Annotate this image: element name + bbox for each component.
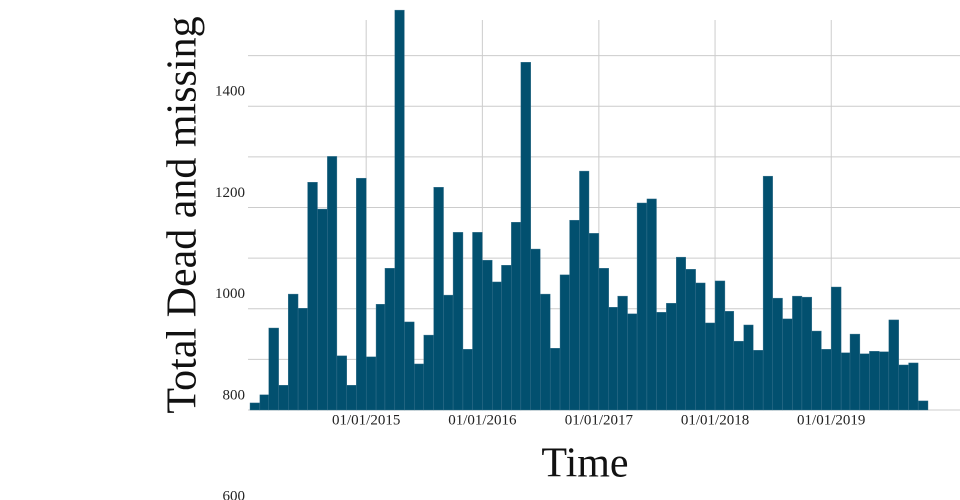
bar — [287, 293, 299, 411]
bar — [579, 170, 590, 411]
bar — [859, 353, 870, 411]
bar — [685, 269, 696, 411]
bar — [501, 265, 512, 411]
bar — [772, 297, 783, 411]
bar — [346, 384, 357, 411]
bar — [792, 295, 803, 411]
x-tick-label: 01/01/2017 — [565, 412, 634, 428]
bar — [821, 349, 832, 411]
bar — [753, 350, 764, 411]
bar — [676, 256, 686, 411]
bar — [636, 202, 648, 411]
bar — [433, 187, 444, 411]
bar — [704, 322, 716, 411]
bar — [327, 156, 338, 411]
bar — [831, 286, 842, 411]
bar — [879, 351, 890, 411]
bar — [336, 355, 347, 411]
bar — [423, 334, 434, 411]
bar — [384, 268, 396, 411]
bar — [656, 312, 667, 411]
bar — [356, 177, 367, 411]
bar — [888, 319, 899, 411]
bar — [482, 259, 493, 411]
bar — [849, 333, 861, 411]
bar — [520, 62, 531, 411]
bar — [472, 232, 483, 411]
y-tick-label: 1000 — [215, 286, 245, 302]
bar — [733, 340, 744, 411]
x-tick-label: 01/01/2018 — [681, 412, 749, 428]
x-axis-title: Time — [541, 441, 628, 487]
bar — [443, 294, 454, 411]
bar — [646, 198, 657, 411]
bar — [375, 304, 386, 411]
bar — [404, 321, 415, 411]
bar — [917, 400, 929, 411]
bar — [511, 222, 522, 411]
bar — [559, 274, 570, 411]
bar — [724, 311, 735, 411]
bar — [394, 9, 405, 411]
bar — [782, 318, 793, 411]
bar — [414, 363, 424, 411]
bar — [801, 296, 813, 411]
bar — [569, 219, 580, 411]
y-tick-label: 600 — [223, 489, 246, 500]
y-tick-label: 1200 — [215, 185, 245, 201]
bar — [617, 295, 628, 411]
bar — [714, 280, 726, 411]
bar — [492, 281, 502, 411]
bar — [462, 349, 473, 411]
x-tick-label: 01/01/2016 — [448, 412, 517, 428]
bar — [540, 293, 551, 411]
bar — [365, 356, 377, 411]
bar — [666, 302, 677, 411]
bar — [268, 327, 279, 411]
bar — [278, 384, 289, 411]
bar — [743, 324, 754, 411]
bar — [452, 232, 464, 411]
bar — [249, 402, 261, 411]
x-tick-label: 01/01/2019 — [797, 412, 865, 428]
y-tick-label: 800 — [223, 387, 246, 403]
bar — [598, 268, 609, 411]
bar — [869, 351, 880, 411]
bar — [588, 233, 600, 411]
bar — [908, 362, 919, 411]
y-tick-label: 1400 — [215, 84, 245, 100]
bar — [840, 352, 851, 411]
bar — [608, 307, 618, 411]
bar — [530, 248, 541, 411]
bar — [811, 330, 822, 411]
bar — [317, 208, 328, 411]
bar — [259, 394, 269, 411]
bar — [307, 182, 318, 411]
bar — [695, 282, 706, 411]
y-axis-title: Total Dead and missing — [160, 16, 206, 413]
x-tick-label: 01/01/2015 — [332, 412, 400, 428]
bar — [762, 175, 773, 411]
bar — [297, 308, 308, 411]
bar — [549, 348, 561, 411]
bar — [898, 364, 909, 411]
bar — [627, 313, 638, 411]
